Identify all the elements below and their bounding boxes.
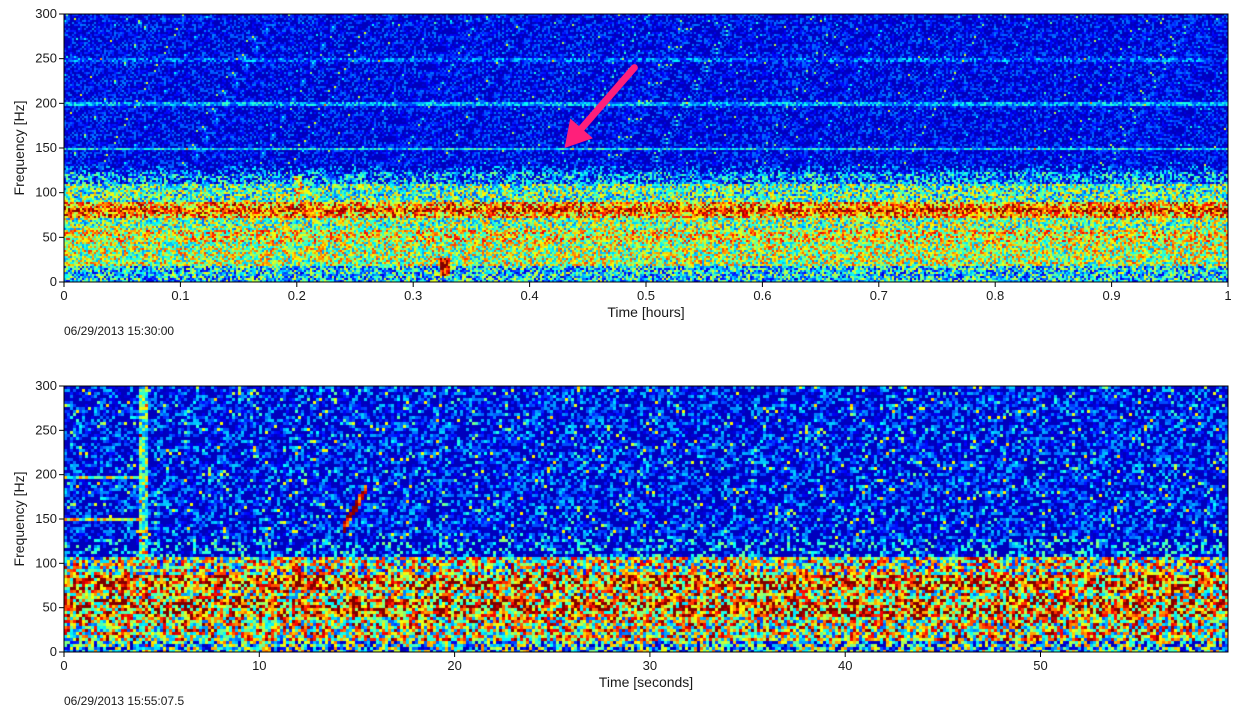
x-tick-label: 30 [643,658,657,673]
x-tick-label: 0.5 [637,288,655,303]
y-tick-label: 0 [50,644,57,659]
spectrogram-panel-seconds: 0 50 100 150 200 250 300 0 10 20 30 40 50 Time [secon… [11,378,1229,708]
y-tick-label: 150 [35,140,57,155]
x-tick-label: 0.2 [288,288,306,303]
x-tick-label: 20 [447,658,461,673]
y-tick-label: 300 [35,378,57,393]
y-tick-label: 200 [35,467,57,482]
x-tick-label: 0 [60,288,67,303]
x-tick-label: 10 [252,658,266,673]
x-tick-label: 0.4 [521,288,539,303]
annotation-arrow-shaft [578,64,638,132]
x-tick-label: 0.1 [171,288,189,303]
y-tick-label: 250 [35,51,57,66]
spectrogram-panel-hours: 0 50 100 150 200 250 300 0 0.1 0.2 0.3 0.4 0.5 0.6 0.7… [11,6,1232,338]
x-tick-label: 0.7 [870,288,888,303]
y-tick-label: 0 [50,274,57,289]
spectrogram-image [64,14,1228,282]
y-tick-label: 50 [43,600,57,615]
x-tick-label: 0.8 [986,288,1004,303]
y-tick-label: 50 [43,229,57,244]
x-axis-label: Time [seconds] [599,674,693,690]
x-tick-label: 40 [838,658,852,673]
x-tick-label: 1 [1224,288,1231,303]
x-axis-label: Time [hours] [607,304,684,320]
y-tick-label: 150 [35,511,57,526]
timestamp-label: 06/29/2013 15:55:07.5 [64,694,184,708]
y-axis-label: Frequency [Hz] [11,101,27,196]
x-tick-label: 0.3 [404,288,422,303]
y-tick-label: 300 [35,6,57,21]
y-tick-label: 100 [35,555,57,570]
timestamp-label: 06/29/2013 15:30:00 [64,324,174,338]
x-tick-label: 0.9 [1103,288,1121,303]
x-tick-label: 0 [60,658,67,673]
y-tick-label: 200 [35,95,57,110]
y-axis-label: Frequency [Hz] [11,472,27,567]
x-tick-label: 0.6 [753,288,771,303]
x-tick-label: 50 [1033,658,1047,673]
y-tick-label: 100 [35,185,57,200]
y-tick-label: 250 [35,422,57,437]
spectrogram-image [64,386,1228,652]
annotation-arrow-head [564,118,593,148]
